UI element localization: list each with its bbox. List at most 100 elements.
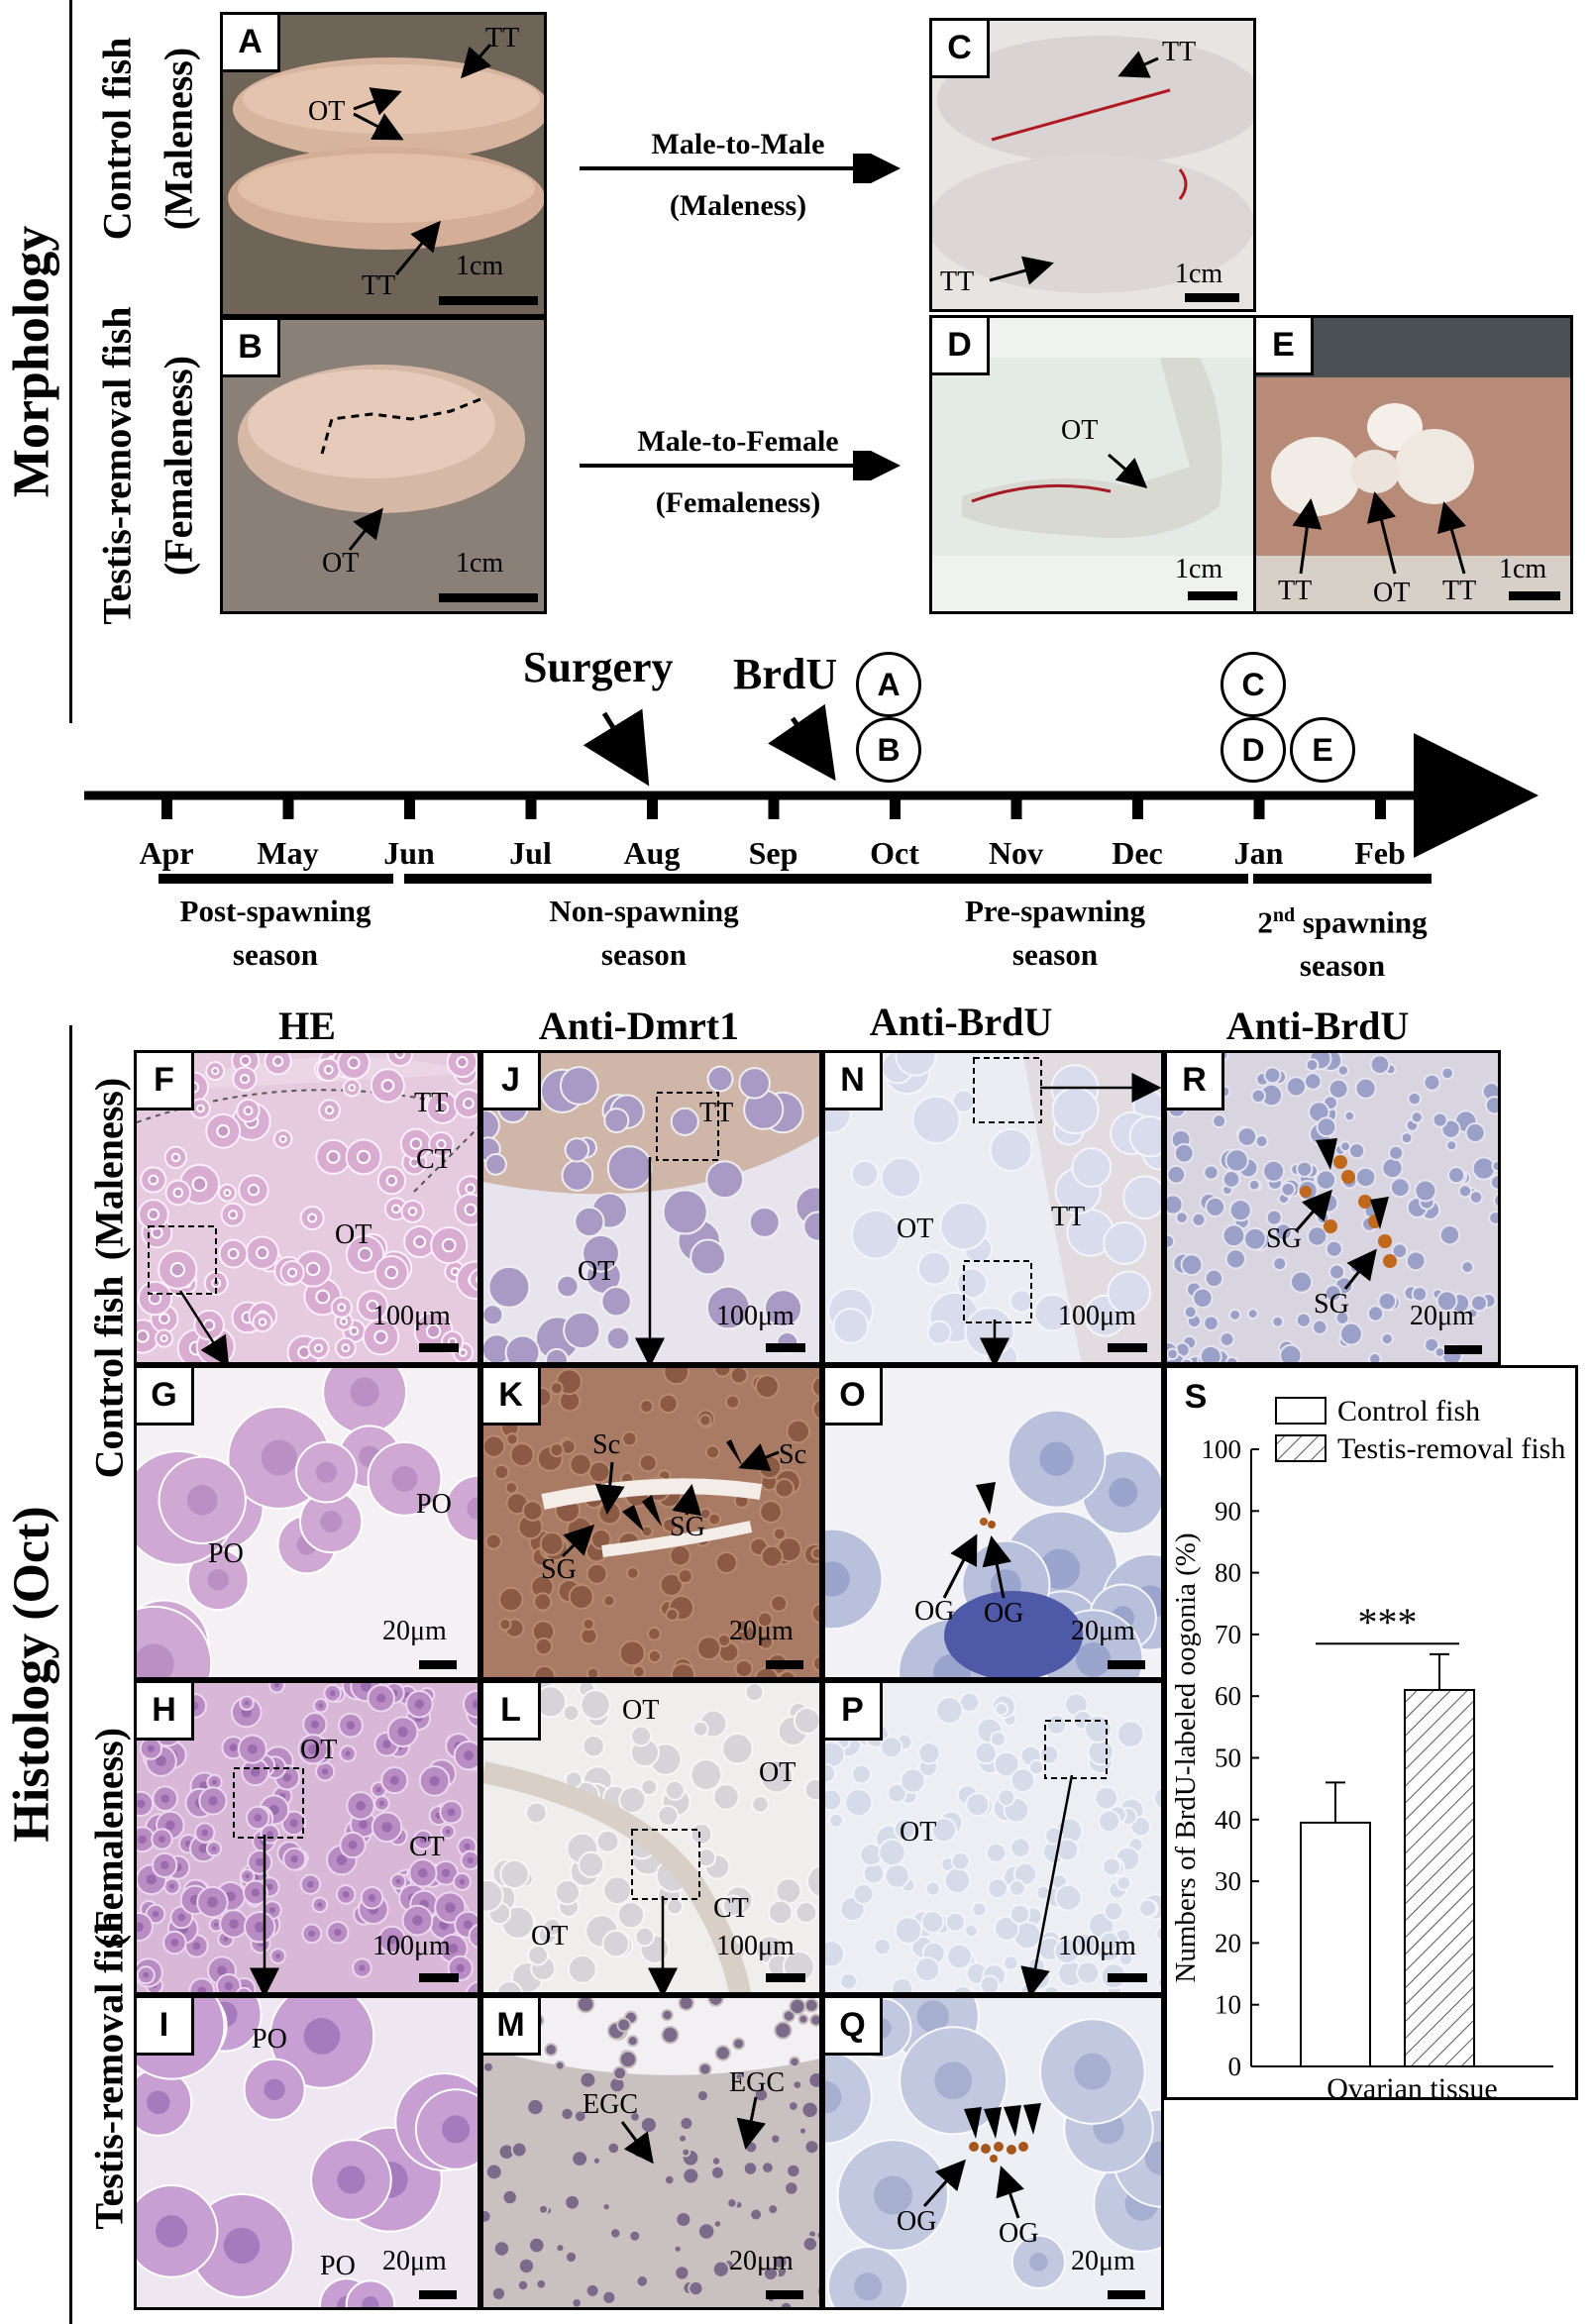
cell-nucleus [305, 1261, 321, 1277]
cell [564, 2250, 579, 2265]
cell [1221, 1170, 1241, 1189]
cell [810, 1546, 819, 1560]
panel-i-scale-text: 20μm [382, 2246, 447, 2276]
cell [891, 1976, 914, 1992]
cell-nucleus [356, 1801, 366, 1811]
cell-nucleus [472, 1699, 478, 1709]
cell [545, 1347, 569, 1362]
cell [1103, 1900, 1124, 1922]
cell [618, 1785, 647, 1815]
cell [697, 2061, 712, 2076]
panel-n-tag-tt: TT [1051, 1202, 1086, 1232]
cell-nucleus [1076, 1641, 1112, 1677]
cell-nucleus [159, 1313, 170, 1324]
cell [1153, 1786, 1161, 1811]
cell [1033, 1293, 1073, 1332]
cell-nucleus [266, 1831, 273, 1838]
cell [1295, 1312, 1312, 1328]
cell-nucleus [318, 1703, 324, 1709]
cell [713, 1368, 732, 1378]
morphology-side-label: Morphology [3, 225, 60, 498]
cell [483, 1878, 504, 1913]
cell-nucleus [375, 1786, 381, 1793]
cell-nucleus [349, 1325, 360, 1336]
timeline-month-jan: Jan [1233, 835, 1284, 871]
cell [1137, 1898, 1158, 1918]
y-axis-label: Numbers of BrdU-labeled oogonia (%) [1170, 1532, 1202, 1982]
cell [1167, 1194, 1184, 1215]
cell-nucleus [307, 1743, 319, 1754]
histo-row-label-femaleness: (Femaleness) [86, 1727, 132, 1949]
cell-nucleus [448, 1944, 459, 1954]
cell [795, 1901, 818, 1925]
cell [773, 2254, 789, 2271]
cell [647, 1648, 663, 1664]
panel-i: I PO PO 20μm [134, 1995, 480, 2310]
cell [662, 1189, 708, 1235]
season-second-spawning: 2nd spawning season [1257, 904, 1428, 984]
panel-j-tag-ot: OT [578, 1256, 615, 1287]
cell-nucleus [228, 1210, 239, 1220]
panel-f: F TT CT OT 100μm [134, 1050, 480, 1365]
cell-nucleus [341, 1343, 351, 1353]
cell [556, 1274, 580, 1299]
cell-nucleus [1144, 2141, 1161, 2175]
cell [487, 1265, 531, 1309]
cell [1228, 1308, 1242, 1321]
cell [1304, 1072, 1323, 1091]
cell [1296, 1160, 1314, 1178]
cell [1389, 1177, 1411, 1199]
panel-r-tag-sg1: SG [1266, 1223, 1302, 1254]
cell [806, 1864, 819, 1899]
cell [707, 1998, 724, 2007]
y-tick-label: 20 [1215, 1928, 1241, 1957]
cell [1491, 1160, 1498, 1172]
cell [639, 1399, 655, 1415]
cell [137, 1911, 154, 1943]
cell-nucleus [464, 1843, 471, 1850]
timeline-tick [161, 795, 172, 819]
cell [601, 1929, 630, 1958]
cell [605, 1325, 631, 1351]
cell [463, 1689, 478, 1719]
cell [786, 1419, 810, 1444]
cell [1167, 1233, 1176, 1249]
cell [576, 1998, 595, 2014]
cell [465, 1980, 478, 1992]
cell [695, 2088, 709, 2103]
cell [638, 1453, 658, 1473]
cell [640, 1778, 659, 1796]
timeline-tick [768, 795, 780, 819]
cell-nucleus [342, 1891, 350, 1898]
cell [828, 1812, 845, 1829]
panel-d: D OT 1cm [929, 315, 1256, 614]
panel-c-label: C [932, 21, 990, 78]
cell [682, 2166, 700, 2185]
male-to-male-arrow [580, 154, 901, 183]
cell [878, 1838, 906, 1867]
cell [946, 1943, 973, 1970]
cell [678, 2133, 689, 2144]
cell [725, 1394, 741, 1410]
cell-nucleus [916, 2000, 949, 2033]
cell [810, 1375, 819, 1399]
cell [1438, 1224, 1461, 1246]
cell [749, 2207, 764, 2222]
panel-f-tag-ot: OT [335, 1219, 372, 1250]
cell [1274, 1222, 1293, 1241]
cell-nucleus [397, 1726, 408, 1738]
male-to-female-arrow [580, 451, 901, 480]
header-anti-brdu-2: Anti-BrdU [1225, 1004, 1410, 1048]
cell-nucleus [378, 1800, 384, 1807]
cell [1117, 1951, 1134, 1967]
y-tick-label: 0 [1228, 2052, 1242, 2081]
cell [807, 2070, 819, 2089]
cell-nucleus [224, 1981, 233, 1991]
cell [601, 2201, 611, 2212]
cell [1366, 1305, 1385, 1322]
cell [786, 2163, 801, 2179]
panel-g-scale-bar [419, 1660, 457, 1669]
timeline-month-sep: Sep [748, 835, 798, 871]
panel-g-scale-text: 20μm [382, 1616, 447, 1646]
panel-c-scale-text: 1cm [1175, 259, 1223, 289]
